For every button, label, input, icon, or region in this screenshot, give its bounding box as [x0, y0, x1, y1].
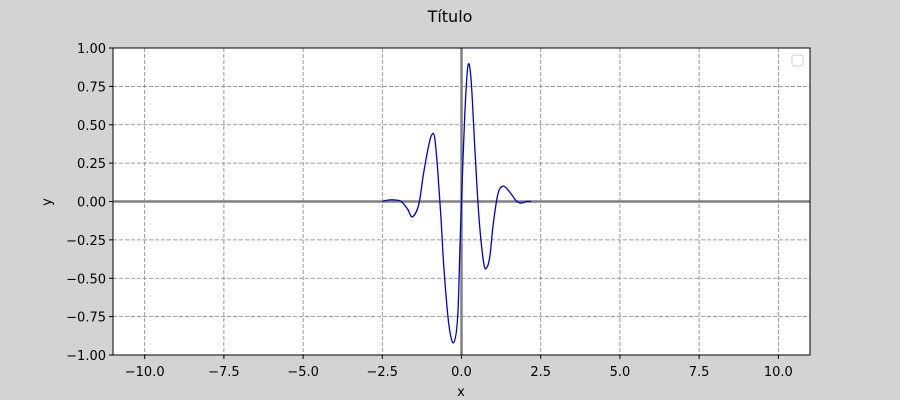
x-tick-label: 0.0 — [451, 365, 472, 380]
y-tick-label: −0.75 — [66, 311, 106, 326]
y-axis-label: y — [40, 198, 55, 206]
y-tick-label: −0.50 — [66, 272, 106, 287]
x-axis-ticks: −10.0 −7.5 −5.0 −2.5 0.0 2.5 5.0 7.5 10.0 — [125, 355, 793, 380]
x-tick-label: −2.5 — [367, 365, 399, 380]
x-tick-label: −5.0 — [287, 365, 319, 380]
y-tick-label: −1.00 — [66, 349, 106, 364]
y-tick-label: 0.75 — [77, 80, 106, 95]
y-tick-label: 0.50 — [77, 119, 106, 134]
y-tick-label: 0.00 — [77, 196, 106, 211]
series-layer — [382, 63, 532, 344]
x-axis-label: x — [457, 385, 465, 400]
x-tick-label: 10.0 — [764, 365, 793, 380]
x-tick-label: −10.0 — [125, 365, 165, 380]
y-tick-label: 0.25 — [77, 157, 106, 172]
chart-title: Título — [427, 7, 473, 26]
x-tick-label: −7.5 — [208, 365, 240, 380]
y-tick-label: −0.25 — [66, 234, 106, 249]
y-tick-label: 1.00 — [77, 42, 106, 57]
legend-box — [791, 54, 804, 67]
series-line — [382, 63, 532, 344]
y-axis-ticks: −1.00 −0.75 −0.50 −0.25 0.00 0.25 0.50 0.75 1.00 — [66, 42, 113, 364]
x-tick-label: 5.0 — [610, 365, 631, 380]
x-tick-label: 2.5 — [530, 365, 551, 380]
x-tick-label: 7.5 — [689, 365, 710, 380]
